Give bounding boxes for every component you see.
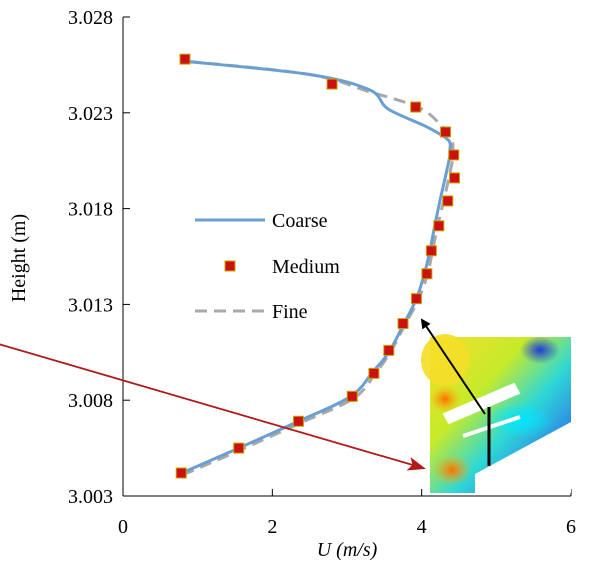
inset-solid-region [475,422,571,493]
x-tick-label: 0 [118,516,128,538]
series-medium-point [421,268,433,280]
legend-medium-swatch [224,260,236,272]
series-medium-point [448,149,460,161]
x-tick-label: 2 [267,516,277,538]
inset-airfoil-top [442,382,521,425]
series-medium-point [292,415,304,427]
y-tick-label: 3.003 [68,486,113,508]
series-medium-point [346,390,358,402]
series-medium-point [440,126,452,138]
inset-cyan-region [484,402,556,438]
x-tick-label: 6 [566,516,576,538]
series-medium-point [175,467,187,479]
series-medium-point [233,442,245,454]
series-medium-point [397,318,409,330]
inset-blue-region-top [520,336,560,364]
inset-flap [462,415,521,438]
y-tick-label: 3.008 [68,390,113,412]
legend: Coarse Medium Fine [195,210,340,323]
inset-orange-region-bottom [432,454,472,486]
series-medium-point [410,293,422,305]
inset-orange-region-top [429,385,461,413]
plot-area [122,17,571,497]
series-medium-point [326,78,338,90]
y-axis-label: Height (m) [8,214,30,302]
series-medium-point [442,195,454,207]
series-medium-point [433,220,445,232]
legend-fine-label: Fine [272,301,308,323]
y-tick-label: 3.028 [68,7,113,29]
x-axis-label: U (m/s) [317,539,378,561]
series-medium-point [179,53,191,65]
series-medium-point [383,344,395,356]
y-tick-label: 3.018 [68,199,113,221]
series-medium-point [410,101,422,113]
legend-medium-label: Medium [272,256,340,278]
series-layer [175,53,461,479]
series-medium-point [449,172,461,184]
cfd-inset-image [421,334,571,493]
y-tick-label: 3.013 [68,294,113,316]
x-tick-label: 4 [417,516,427,538]
series-medium-point [368,367,380,379]
black-pointer-arrow [420,318,486,415]
legend-coarse-label: Coarse [272,210,328,232]
series-medium-point [425,245,437,257]
red-pointer-arrow [0,343,426,471]
y-tick-label: 3.023 [68,103,113,125]
